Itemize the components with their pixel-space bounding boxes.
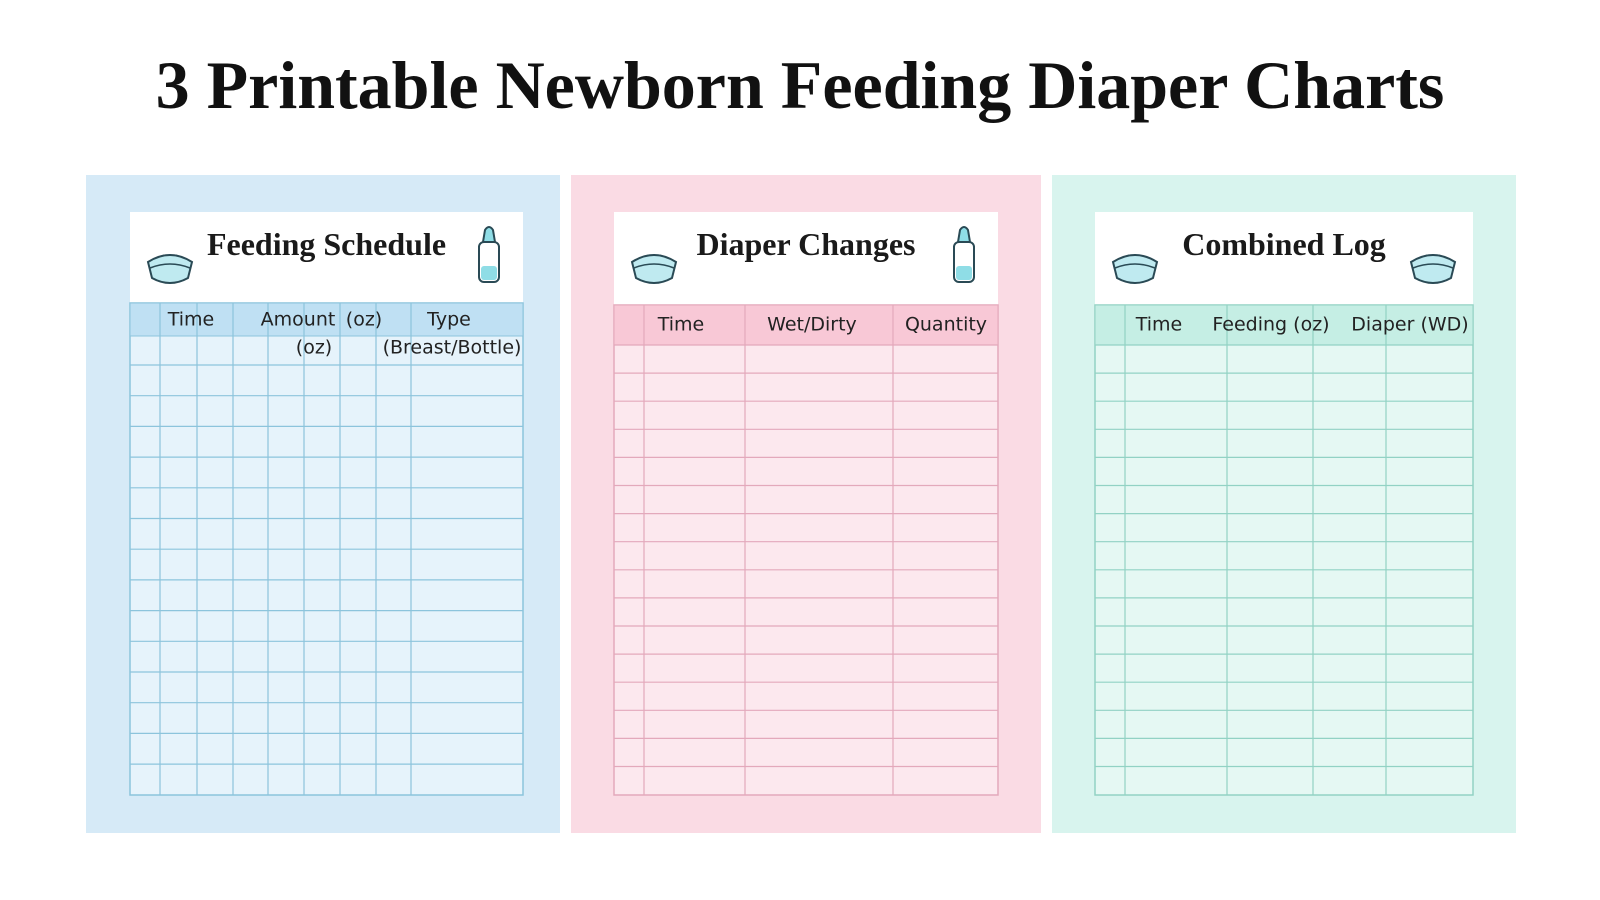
table-body <box>613 304 999 796</box>
card-header <box>130 212 523 303</box>
column-header: Time <box>167 309 215 331</box>
column-header: Diaper (WD) <box>1351 314 1468 336</box>
card-header <box>1095 212 1473 305</box>
bottle-nipple <box>956 226 972 243</box>
diaper-icon-line <box>1114 263 1156 269</box>
column-header: (oz) <box>346 309 382 331</box>
diaper-icon <box>1111 254 1159 284</box>
diaper-icon-line <box>1412 263 1454 269</box>
card-title: Combined Log <box>1182 226 1386 262</box>
table-body <box>1094 304 1474 796</box>
column-header: Time <box>1135 314 1183 336</box>
bottle-milk <box>956 266 972 280</box>
table-header-row <box>613 304 999 346</box>
diaper-icon-line <box>149 263 191 269</box>
card-header <box>614 212 998 305</box>
diaper-icon <box>1409 254 1457 284</box>
card-title: Diaper Changes <box>697 226 916 262</box>
column-header: Wet/Dirty <box>767 314 857 336</box>
diaper-icon <box>630 254 678 284</box>
column-header: Time <box>657 314 705 336</box>
diaper-icon <box>146 254 194 284</box>
column-header: Feeding (oz) <box>1212 314 1329 336</box>
bottle-nipple <box>481 226 497 243</box>
bottle-milk <box>481 266 497 280</box>
column-header: Amount <box>261 309 336 331</box>
column-subheader: (Breast/Bottle) <box>383 337 522 359</box>
column-header: Quantity <box>905 314 987 336</box>
card-title: Feeding Schedule <box>207 226 446 262</box>
page-title: 3 Printable Newborn Feeding Diaper Chart… <box>156 47 1445 123</box>
table-header-row <box>1094 304 1474 346</box>
column-header: Type <box>426 309 471 331</box>
diaper-icon-line <box>633 263 675 269</box>
column-subheader: (oz) <box>296 337 332 359</box>
table-header-row <box>129 302 524 337</box>
